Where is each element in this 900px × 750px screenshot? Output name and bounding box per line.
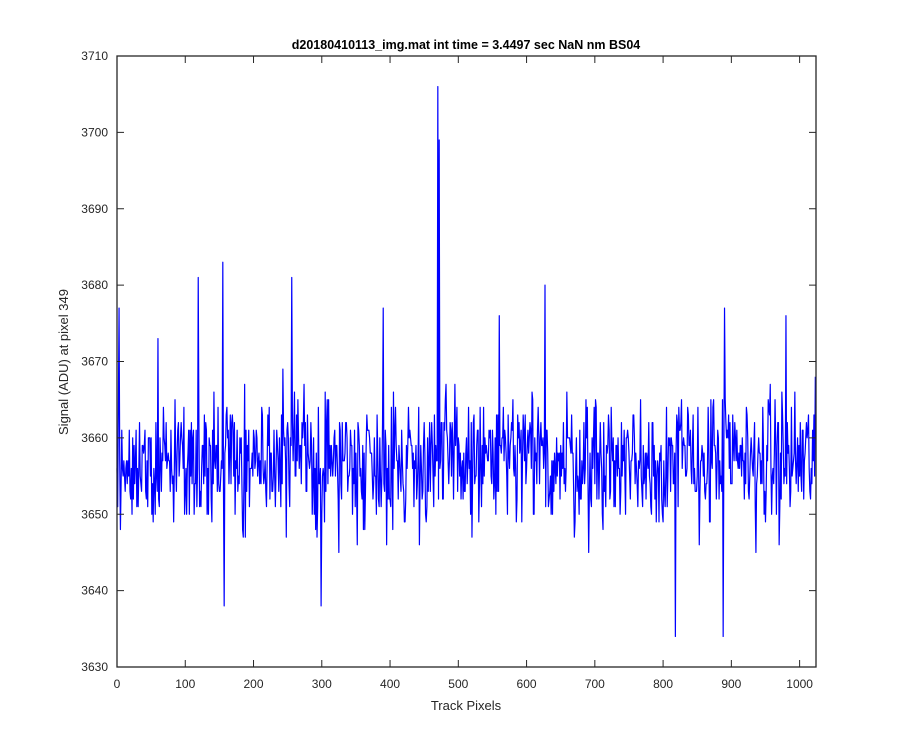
x-tick-label: 800 [653, 677, 673, 691]
y-tick-label: 3630 [81, 660, 108, 674]
signal-line-series [116, 85, 816, 638]
y-tick-label: 3640 [81, 584, 108, 598]
x-tick-label: 400 [380, 677, 400, 691]
x-tick-label: 0 [114, 677, 121, 691]
x-tick-label: 700 [585, 677, 605, 691]
y-tick-label: 3710 [81, 49, 108, 63]
y-tick-label: 3690 [81, 202, 108, 216]
x-tick-label: 600 [517, 677, 537, 691]
chart-title: d20180410113_img.mat int time = 3.4497 s… [292, 38, 641, 52]
x-tick-label: 100 [175, 677, 195, 691]
y-axis-label: Signal (ADU) at pixel 349 [56, 289, 71, 435]
y-tick-label: 3700 [81, 125, 108, 139]
x-axis: 0 100 200 300 400 500 600 700 800 900 1000 [114, 56, 813, 691]
x-tick-label: 900 [721, 677, 741, 691]
data-series-group [116, 85, 816, 638]
y-tick-label: 3650 [81, 507, 108, 521]
plot-area [117, 56, 816, 667]
x-axis-label: Track Pixels [431, 698, 502, 713]
y-tick-label: 3670 [81, 355, 108, 369]
x-tick-label: 200 [244, 677, 264, 691]
y-axis: 3630 3640 3650 3660 3670 3680 3690 3700 3710 [81, 49, 816, 674]
y-tick-label: 3660 [81, 431, 108, 445]
x-tick-label: 500 [448, 677, 468, 691]
y-tick-label: 3680 [81, 278, 108, 292]
x-tick-label: 300 [312, 677, 332, 691]
x-tick-label: 1000 [786, 677, 813, 691]
